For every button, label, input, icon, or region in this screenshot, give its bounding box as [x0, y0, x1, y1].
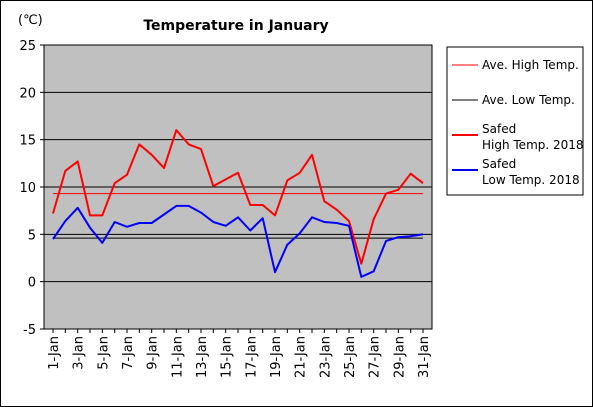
- y-tick-label: 0: [28, 276, 36, 291]
- y-tick-label: 5: [28, 228, 36, 243]
- x-tick-label: 31-Jan: [417, 336, 432, 378]
- x-tick-label: 11-Jan: [170, 336, 185, 378]
- legend-label: Safed High Temp. 2018: [482, 122, 584, 152]
- x-tick-label: 3-Jan: [72, 336, 87, 370]
- y-axis-ticks: -5 0 5 10 15 20 25: [19, 39, 44, 338]
- y-tick-label: 10: [19, 181, 36, 196]
- x-tick-label: 9-Jan: [146, 336, 161, 370]
- x-tick-label: 1-Jan: [47, 336, 62, 370]
- y-tick-label: 25: [19, 39, 36, 54]
- x-tick-label: 21-Jan: [294, 336, 309, 378]
- series-line-3: [52, 204, 424, 278]
- legend: Ave. High Temp. Ave. Low Temp. Safed High T…: [452, 58, 584, 187]
- x-tick-label: 15-Jan: [220, 336, 235, 378]
- legend-label: Ave. Low Temp.: [482, 93, 575, 107]
- grid-lines: [44, 91, 432, 283]
- x-tick-label: 29-Jan: [392, 336, 407, 378]
- x-tick-label: 5-Jan: [96, 336, 111, 370]
- series-line-2: [52, 129, 424, 265]
- y-tick-label: 15: [19, 134, 36, 149]
- x-tick-label: 13-Jan: [195, 336, 210, 378]
- x-tick-label: 19-Jan: [269, 336, 284, 378]
- x-tick-label: 17-Jan: [244, 336, 259, 378]
- x-tick-label: 7-Jan: [121, 336, 136, 370]
- series-lines: [52, 129, 424, 278]
- legend-label: Safed Low Temp. 2018: [482, 157, 580, 187]
- y-tick-label: 20: [19, 86, 36, 101]
- y-unit-label: (℃): [18, 13, 43, 28]
- legend-label: Ave. High Temp.: [482, 58, 579, 72]
- y-tick-label: -5: [23, 323, 36, 338]
- x-tick-label: 23-Jan: [318, 336, 333, 378]
- x-tick-label: 27-Jan: [368, 336, 383, 378]
- chart-title: Temperature in January: [143, 18, 328, 34]
- x-axis-ticks: 1-Jan 3-Jan 5-Jan 7-Jan 9-Jan 11-Jan 13-Jan 15-…: [47, 329, 432, 378]
- x-tick-label: 25-Jan: [343, 336, 358, 378]
